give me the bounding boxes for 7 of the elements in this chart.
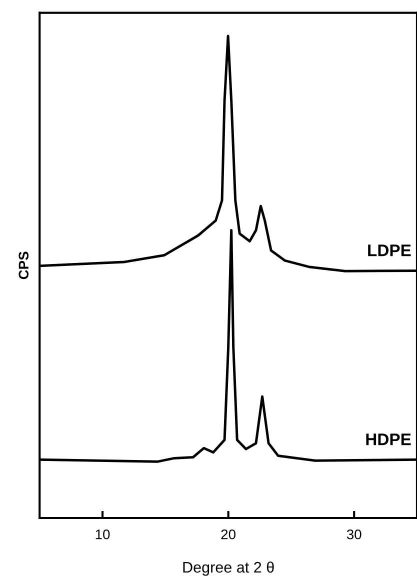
x-tick-label: 10	[96, 529, 110, 540]
series-label: HDPE	[366, 434, 411, 446]
y-axis-title: CPS	[18, 252, 29, 280]
x-axis-title: Degree at 2 θ	[183, 561, 274, 576]
x-tick-label: 20	[221, 529, 236, 540]
series-label: LDPE	[368, 244, 411, 256]
x-tick-label: 30	[346, 529, 362, 540]
